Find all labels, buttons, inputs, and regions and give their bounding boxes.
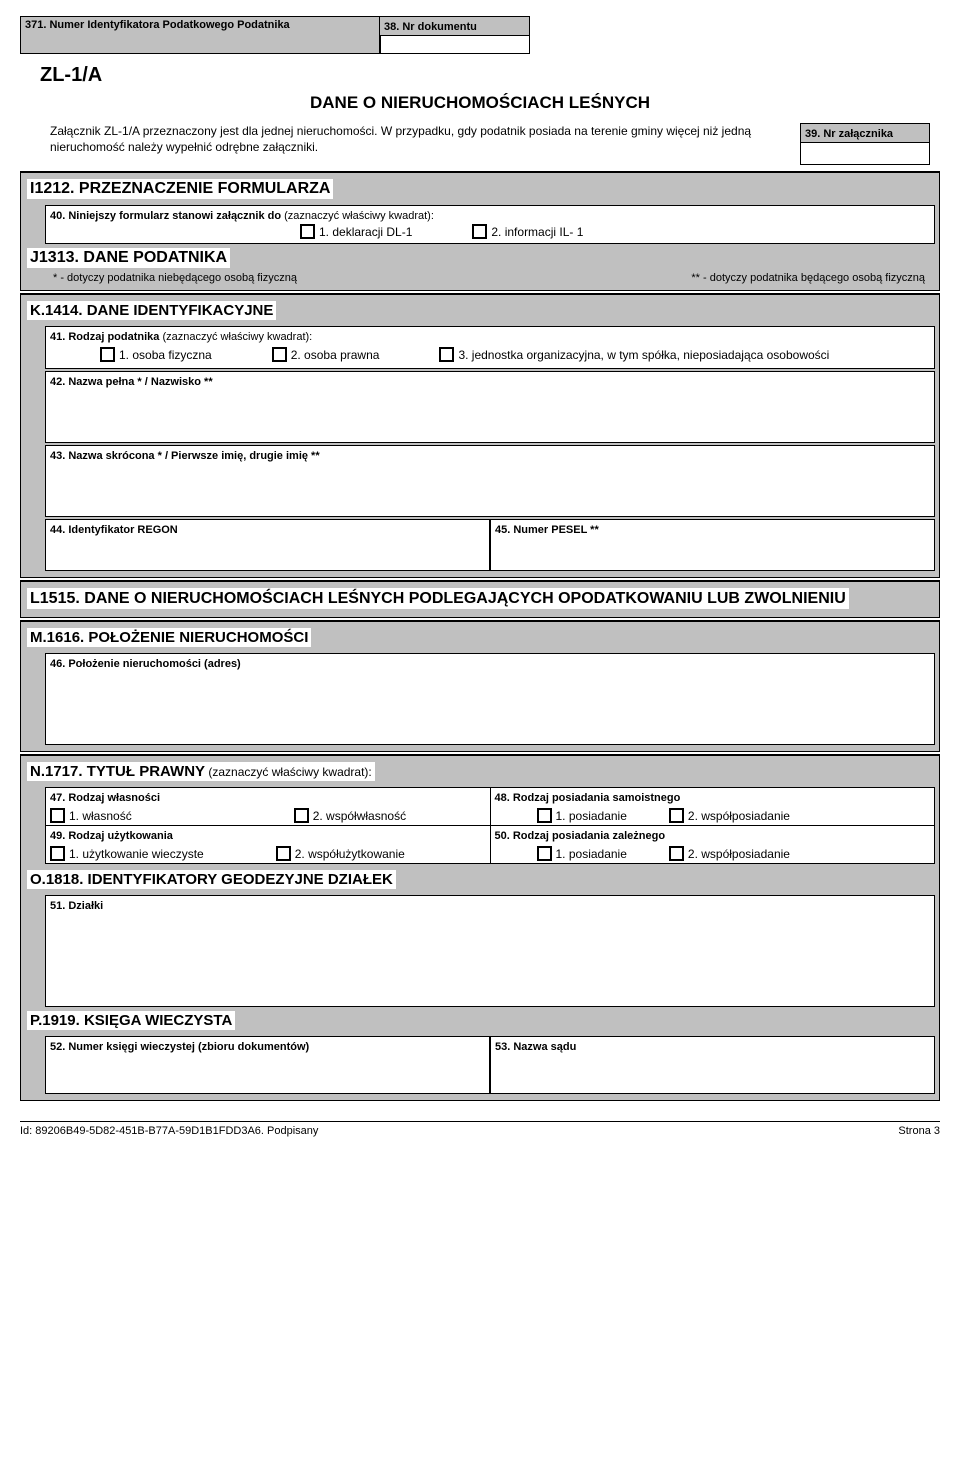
field-47: 47. Rodzaj własności 1. własność 2. wspó… <box>45 787 491 826</box>
field-39-input[interactable] <box>800 143 930 165</box>
section-l: L1515. DANE O NIERUCHOMOŚCIACH LEŚNYCH P… <box>20 580 940 618</box>
field-45-label: 45. Numer PESEL ** <box>495 524 599 536</box>
field-48-label: 48. Rodzaj posiadania samoistnego <box>495 792 681 804</box>
section-n-hint: (zaznaczyć właściwy kwadrat): <box>205 765 372 779</box>
footer-id: Id: 89206B49-5D82-451B-B77A-59D1B1FDD3A6… <box>20 1125 318 1137</box>
checkbox-wspolposiadanie-48-label: 2. współposiadanie <box>688 809 790 823</box>
checkbox-uzytkowanie[interactable]: 1. użytkowanie wieczyste <box>50 846 204 861</box>
checkbox-osoba-fizyczna[interactable]: 1. osoba fizyczna <box>100 347 212 362</box>
section-i: I1212. PRZEZNACZENIE FORMULARZA 40. Nini… <box>20 171 940 291</box>
field-43-label: 43. Nazwa skrócona * / Pierwsze imię, dr… <box>50 450 320 462</box>
field-49: 49. Rodzaj użytkowania 1. użytkowanie wi… <box>45 826 491 864</box>
intro-text: Załącznik ZL-1/A przeznaczony jest dla j… <box>50 123 780 165</box>
field-41-hint: (zaznaczyć właściwy kwadrat): <box>159 331 312 343</box>
checkbox-posiadanie-48-label: 1. posiadanie <box>556 809 627 823</box>
field-47-label: 47. Rodzaj własności <box>50 792 160 804</box>
field-53[interactable]: 53. Nazwa sądu <box>490 1036 935 1094</box>
section-k-heading: K.1414. DANE IDENTYFIKACYJNE <box>27 301 276 320</box>
field-46[interactable]: 46. Położenie nieruchomości (adres) <box>45 653 935 745</box>
section-i-heading: I1212. PRZEZNACZENIE FORMULARZA <box>27 179 333 199</box>
field-50: 50. Rodzaj posiadania zależnego 1. posia… <box>491 826 936 864</box>
section-l-heading: L1515. DANE O NIERUCHOMOŚCIACH LEŚNYCH P… <box>27 588 849 609</box>
checkbox-wspolwlasnosc-label: 2. współwłasność <box>313 809 406 823</box>
checkbox-wlasnosc[interactable]: 1. własność <box>50 808 132 823</box>
section-n-heading-text: N.1717. TYTUŁ PRAWNY <box>30 763 205 780</box>
checkbox-il1-label: 2. informacji IL- 1 <box>491 225 583 239</box>
section-j-heading: J1313. DANE PODATNIKA <box>27 248 230 268</box>
checkbox-posiadanie-50-label: 1. posiadanie <box>556 847 627 861</box>
checkbox-wspolposiadanie-50-label: 2. współposiadanie <box>688 847 790 861</box>
section-p-heading: P.1919. KSIĘGA WIECZYSTA <box>27 1011 235 1030</box>
section-n-heading: N.1717. TYTUŁ PRAWNY (zaznaczyć właściwy… <box>27 762 375 781</box>
checkbox-osoba-prawna-label: 2. osoba prawna <box>291 348 380 362</box>
checkbox-wspolposiadanie-50[interactable]: 2. współposiadanie <box>669 846 790 861</box>
field-42-label: 42. Nazwa pełna * / Nazwisko ** <box>50 376 213 388</box>
field-40-label: 40. Niniejszy formularz stanowi załączni… <box>50 210 281 222</box>
field-39-label: 39. Nr załącznika <box>805 128 893 140</box>
footer-page: Strona 3 <box>898 1125 940 1137</box>
field-52[interactable]: 52. Numer księgi wieczystej (zbioru doku… <box>45 1036 490 1094</box>
field-51[interactable]: 51. Działki <box>45 895 935 1007</box>
field-51-label: 51. Działki <box>50 900 103 912</box>
checkbox-jednostka[interactable]: 3. jednostka organizacyjna, w tym spółka… <box>439 347 930 362</box>
header-fields: 371. Numer Identyfikatora Podatkowego Po… <box>20 16 940 54</box>
checkbox-wspolwlasnosc[interactable]: 2. współwłasność <box>294 808 406 823</box>
field-46-label: 46. Położenie nieruchomości (adres) <box>50 658 241 670</box>
field-52-label: 52. Numer księgi wieczystej (zbioru doku… <box>50 1041 309 1053</box>
field-45[interactable]: 45. Numer PESEL ** <box>490 519 935 571</box>
field-49-label: 49. Rodzaj użytkowania <box>50 830 173 842</box>
field-53-label: 53. Nazwa sądu <box>495 1041 576 1053</box>
checkbox-osoba-prawna[interactable]: 2. osoba prawna <box>272 347 380 362</box>
section-o-heading: O.1818. IDENTYFIKATORY GEODEZYJNE DZIAŁE… <box>27 870 396 889</box>
checkbox-posiadanie-48[interactable]: 1. posiadanie <box>537 808 627 823</box>
field-48: 48. Rodzaj posiadania samoistnego 1. pos… <box>491 787 936 826</box>
intro-row: Załącznik ZL-1/A przeznaczony jest dla j… <box>50 123 930 165</box>
field-37-label: 371. Numer Identyfikatora Podatkowego Po… <box>20 16 380 54</box>
section-m-heading: M.1616. POŁOŻENIE NIERUCHOMOŚCI <box>27 628 311 647</box>
page-title: DANE O NIERUCHOMOŚCIACH LEŚNYCH <box>20 93 940 113</box>
checkbox-posiadanie-50[interactable]: 1. posiadanie <box>537 846 627 861</box>
field-38-input[interactable] <box>380 36 530 54</box>
field-38-label: 38. Nr dokumentu <box>384 21 477 33</box>
field-44-label: 44. Identyfikator REGON <box>50 524 178 536</box>
checkbox-wspoluzytkowanie-label: 2. współużytkowanie <box>295 847 405 861</box>
checkbox-wspolposiadanie-48[interactable]: 2. współposiadanie <box>669 808 790 823</box>
checkbox-dl1-label: 1. deklaracji DL-1 <box>319 225 412 239</box>
section-n: N.1717. TYTUŁ PRAWNY (zaznaczyć właściwy… <box>20 754 940 1101</box>
section-m: M.1616. POŁOŻENIE NIERUCHOMOŚCI 46. Poło… <box>20 620 940 752</box>
checkbox-wlasnosc-label: 1. własność <box>69 809 132 823</box>
note-star2: ** - dotyczy podatnika będącego osobą fi… <box>691 272 925 284</box>
checkbox-osoba-fizyczna-label: 1. osoba fizyczna <box>119 348 212 362</box>
checkbox-wspoluzytkowanie[interactable]: 2. współużytkowanie <box>276 846 405 861</box>
note-star1: * - dotyczy podatnika niebędącego osobą … <box>53 272 297 284</box>
checkbox-uzytkowanie-label: 1. użytkowanie wieczyste <box>69 847 204 861</box>
field-40-hint: (zaznaczyć właściwy kwadrat): <box>281 210 434 222</box>
field-50-label: 50. Rodzaj posiadania zależnego <box>495 830 666 842</box>
form-code: ZL-1/A <box>40 64 940 87</box>
footer: Id: 89206B49-5D82-451B-B77A-59D1B1FDD3A6… <box>20 1121 940 1137</box>
section-k: K.1414. DANE IDENTYFIKACYJNE 41. Rodzaj … <box>20 293 940 578</box>
field-44[interactable]: 44. Identyfikator REGON <box>45 519 490 571</box>
checkbox-il1[interactable]: 2. informacji IL- 1 <box>472 224 583 239</box>
field-41-label: 41. Rodzaj podatnika <box>50 331 159 343</box>
checkbox-jednostka-label: 3. jednostka organizacyjna, w tym spółka… <box>458 348 829 362</box>
checkbox-dl1[interactable]: 1. deklaracji DL-1 <box>300 224 412 239</box>
